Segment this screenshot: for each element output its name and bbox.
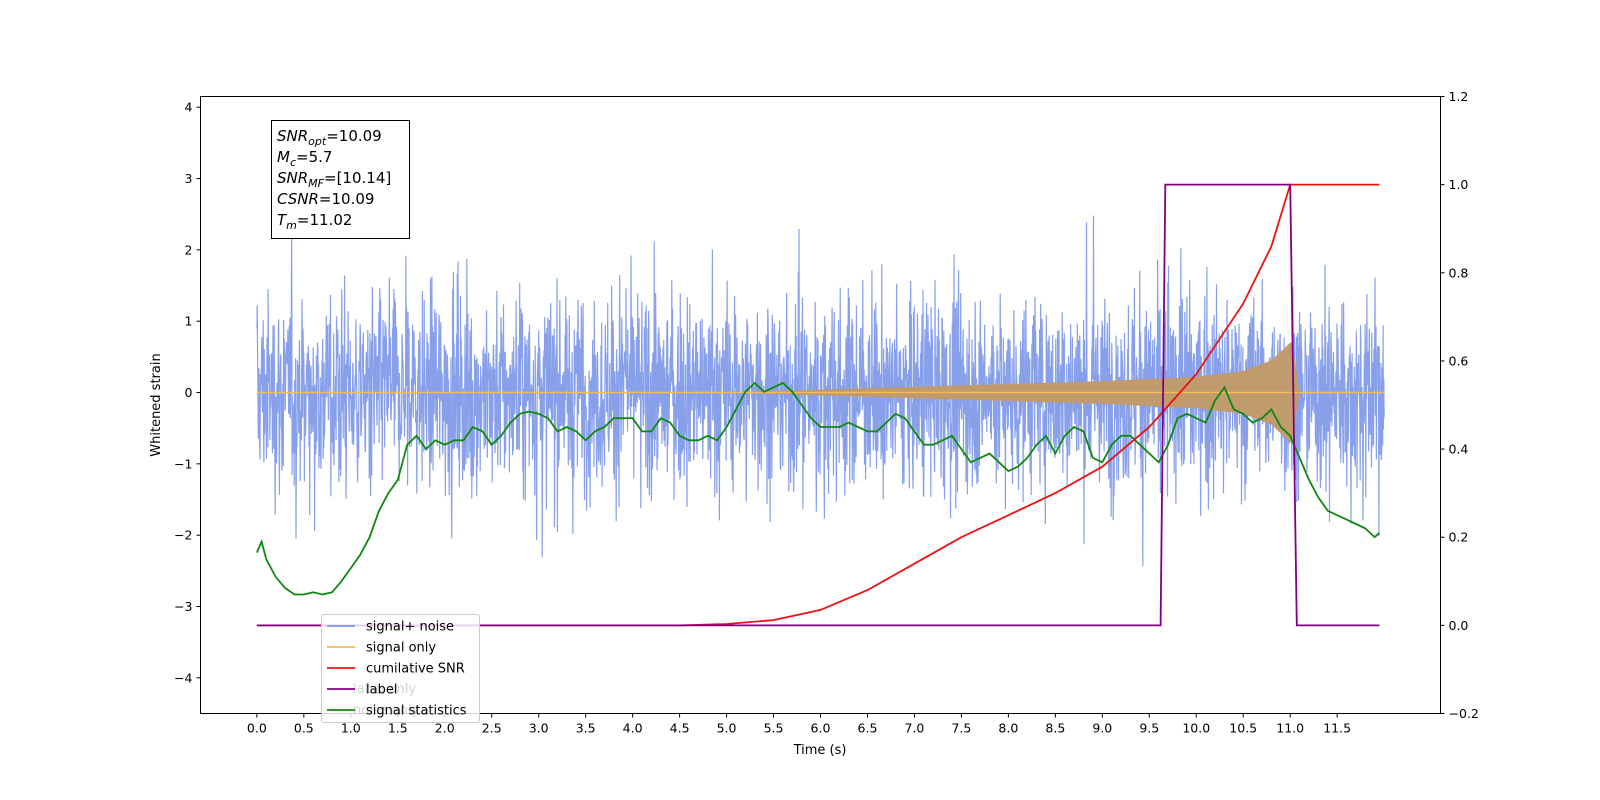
y2-tick-label: 0.2 (1449, 530, 1469, 545)
y-tick-label: −4 (174, 670, 192, 685)
y-tick-label: −2 (174, 528, 192, 543)
stats-line: CSNR=10.09 (277, 190, 374, 208)
y2-tick-label: −0.2 (1449, 706, 1479, 721)
x-tick-label: 2.0 (435, 721, 455, 736)
plot-area (256, 183, 1385, 627)
x-tick-label: 11.0 (1276, 721, 1304, 736)
x-axis-label: Time (s) (793, 743, 847, 758)
y2-tick-label: 1.2 (1449, 89, 1469, 104)
stats-line: Tm=11.02 (277, 211, 352, 232)
x-tick-label: 1.0 (341, 721, 361, 736)
y-tick-label: 0 (185, 385, 193, 400)
x-tick-label: 2.5 (482, 721, 502, 736)
legend-label: signal+ noise (366, 620, 454, 635)
x-tick-label: 3.5 (576, 721, 596, 736)
y-tick-label: 2 (185, 242, 193, 257)
y-axis-right: −0.2 0.0 0.2 0.4 0.6 0.8 1.0 1.2 (1440, 89, 1479, 721)
y-axis-label: Whitened strain (149, 353, 164, 456)
series-signal-noise (256, 215, 1385, 566)
series-signal-statistics (256, 381, 1381, 596)
stats-box-frame (271, 120, 410, 239)
y-tick-label: −3 (174, 599, 192, 614)
y-tick-label: 3 (185, 171, 193, 186)
x-tick-label: 5.5 (764, 721, 784, 736)
x-tick-label: 0.5 (294, 721, 314, 736)
x-tick-label: 4.5 (670, 721, 690, 736)
y-tick-label: −1 (174, 456, 192, 471)
x-tick-label: 8.0 (998, 721, 1018, 736)
series-cumilative-snr (256, 183, 1380, 627)
x-tick-label: 10.0 (1182, 721, 1210, 736)
stats-line: SNRopt=10.09 (277, 127, 382, 148)
legend-label: label (366, 683, 397, 698)
stats-line: SNRMF=[10.14] (277, 169, 391, 190)
x-tick-label: 1.5 (388, 721, 408, 736)
stats-line: Mc=5.7 (277, 148, 332, 169)
x-tick-label: 8.5 (1045, 721, 1065, 736)
x-tick-label: 3.0 (529, 721, 549, 736)
x-tick-label: 6.0 (811, 721, 831, 736)
y2-tick-label: 1.0 (1449, 177, 1469, 192)
y2-tick-label: 0.4 (1449, 442, 1469, 457)
y-axis-left: −4 −3 −2 −1 0 1 2 3 4 (174, 100, 201, 685)
series-label (256, 183, 1380, 627)
x-tick-label: 6.5 (858, 721, 878, 736)
y-tick-label: 4 (185, 100, 193, 115)
y2-tick-label: 0.8 (1449, 265, 1469, 280)
x-tick-label: 4.0 (623, 721, 643, 736)
legend-label: cumilative SNR (366, 662, 465, 677)
legend: label onlynoise onlysignal+ noisesignal … (321, 614, 480, 723)
x-tick-label: 5.0 (717, 721, 737, 736)
x-tick-label: 11.5 (1323, 721, 1351, 736)
stats-box: SNRopt=10.09Mc=5.7SNRMF=[10.14]CSNR=10.0… (271, 120, 410, 239)
x-tick-label: 0.0 (247, 721, 267, 736)
x-tick-label: 7.5 (951, 721, 971, 736)
x-axis: 0.0 0.5 1.0 1.5 2.0 2.5 3.0 3.5 4.0 4.5 5.0 5.5 6.0 6… (247, 713, 1351, 736)
y-tick-label: 1 (185, 314, 193, 329)
legend-label: signal statistics (366, 704, 467, 719)
x-tick-label: 7.0 (904, 721, 924, 736)
legend-frame (321, 614, 480, 723)
x-tick-label: 10.5 (1229, 721, 1257, 736)
x-tick-label: 9.5 (1139, 721, 1159, 736)
legend-label: signal only (366, 641, 436, 656)
y2-tick-label: 0.6 (1449, 353, 1469, 368)
y2-tick-label: 0.0 (1449, 618, 1469, 633)
x-tick-label: 9.0 (1092, 721, 1112, 736)
